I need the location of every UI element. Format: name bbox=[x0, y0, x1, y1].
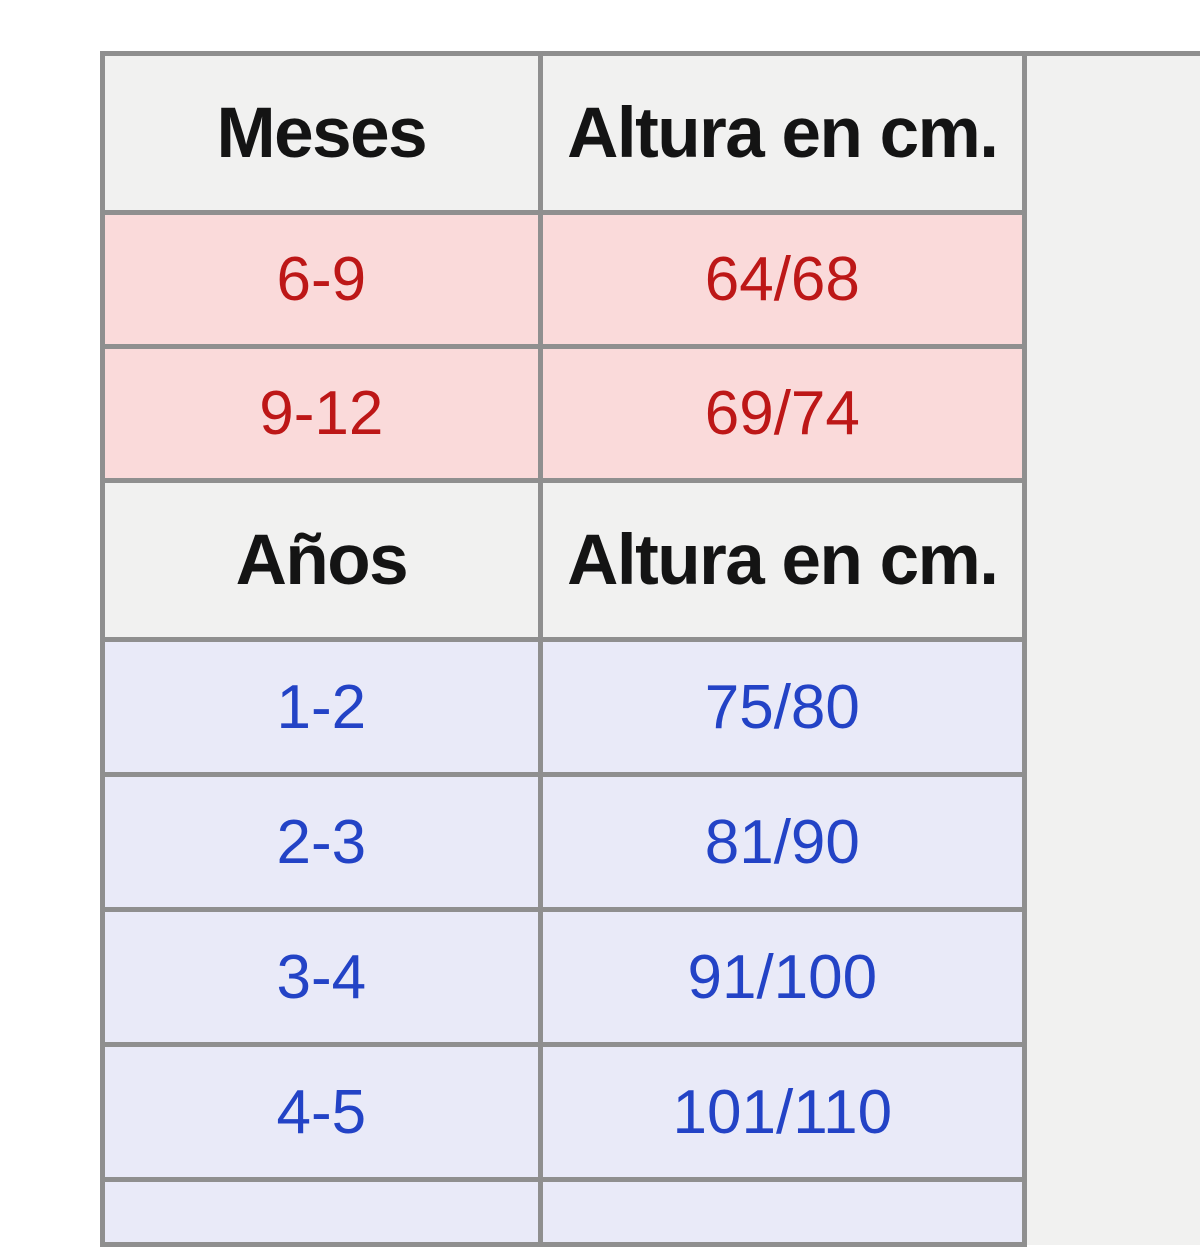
age-range-cell: 2-3 bbox=[103, 775, 541, 910]
age-range-cell: 3-4 bbox=[103, 910, 541, 1045]
size-chart-table: Meses Altura en cm. 6-9 64/68 9-12 69/74… bbox=[100, 51, 1200, 1247]
months-header-cell: Meses bbox=[103, 54, 541, 213]
years-header-cell: Años bbox=[103, 481, 541, 640]
height-range-cell: 64/68 bbox=[540, 213, 1024, 347]
height-range-cell: 91/100 bbox=[540, 910, 1024, 1045]
height-range-cell: 75/80 bbox=[540, 640, 1024, 775]
years-height-header-cell: Altura en cm. bbox=[540, 481, 1024, 640]
height-range-cell: 69/74 bbox=[540, 347, 1024, 481]
height-range-cell: 81/90 bbox=[540, 775, 1024, 910]
age-range-cell: 9-12 bbox=[103, 347, 541, 481]
age-range-cell: 6-9 bbox=[103, 213, 541, 347]
age-range-cell-empty bbox=[103, 1180, 541, 1245]
age-range-cell: 1-2 bbox=[103, 640, 541, 775]
height-range-cell-empty bbox=[540, 1180, 1024, 1245]
months-header-row: Meses Altura en cm. bbox=[103, 54, 1200, 213]
age-range-cell: 4-5 bbox=[103, 1045, 541, 1180]
months-height-header-cell: Altura en cm. bbox=[540, 54, 1024, 213]
empty-side-cell bbox=[1025, 54, 1200, 1245]
height-range-cell: 101/110 bbox=[540, 1045, 1024, 1180]
